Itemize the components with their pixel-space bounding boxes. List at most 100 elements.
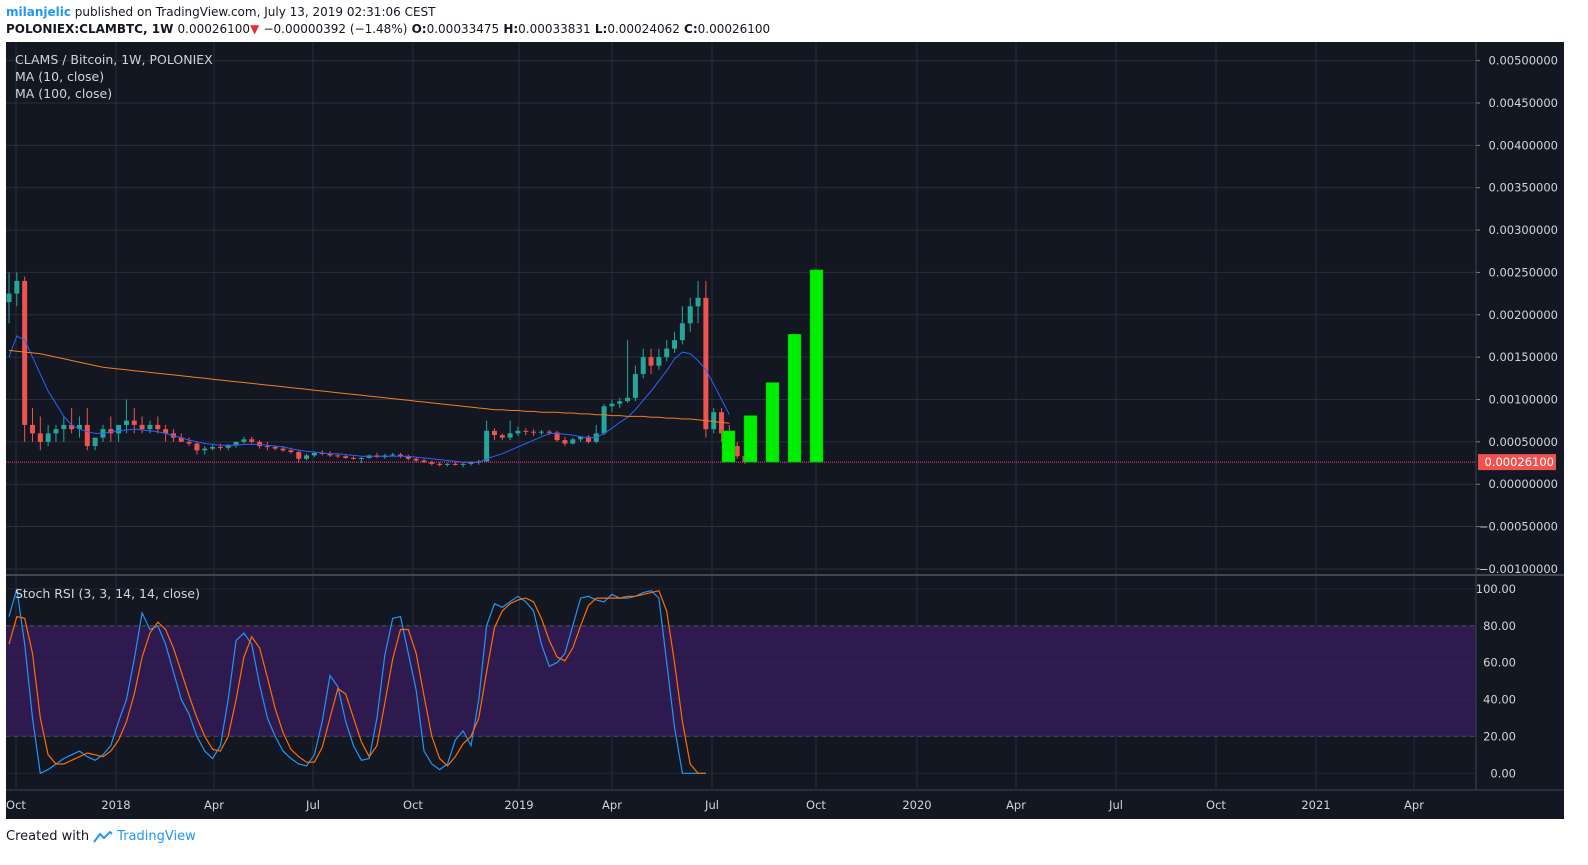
- candle-body: [390, 454, 396, 456]
- candle-body: [343, 456, 349, 458]
- x-axis-label: Apr: [1404, 798, 1424, 812]
- candle-body: [69, 424, 75, 430]
- stoch-y-label: 40.00: [1483, 693, 1516, 707]
- candle-body: [460, 463, 466, 465]
- candle-body: [155, 424, 161, 430]
- low-label: L:: [594, 22, 608, 36]
- candle-body: [507, 433, 513, 438]
- candle-body: [429, 462, 435, 464]
- down-arrow-icon: ▼: [250, 22, 260, 36]
- candle-body: [554, 432, 560, 441]
- stoch-k-line: [8, 588, 706, 775]
- x-axis-label: Apr: [1006, 798, 1026, 812]
- candle-body: [194, 443, 200, 451]
- stoch-legend[interactable]: Stoch RSI (3, 3, 14, 14, close): [15, 586, 200, 601]
- last-price-tag: [1478, 454, 1556, 471]
- candle-body: [45, 433, 51, 442]
- low-value: 0.00024062: [607, 22, 680, 36]
- candle-body: [123, 420, 129, 425]
- candle-body: [272, 446, 278, 449]
- projection-bar: [743, 415, 758, 463]
- candle-body: [311, 452, 317, 456]
- candle-body: [358, 457, 364, 459]
- candle-body: [280, 448, 286, 451]
- y-axis-label: 0.00200000: [1488, 308, 1558, 322]
- y-axis-label: 0.00050000: [1488, 435, 1558, 449]
- x-axis-label: Oct: [403, 798, 423, 812]
- close-label: C:: [684, 22, 698, 36]
- candle-body: [225, 445, 231, 448]
- candle-body: [147, 424, 153, 430]
- candle-body: [523, 430, 529, 432]
- candle-body: [664, 348, 670, 358]
- x-axis-label: Jul: [704, 798, 719, 812]
- candle-body: [413, 458, 419, 461]
- candle-body: [202, 448, 208, 451]
- candle-body: [703, 297, 709, 430]
- projection-bar: [787, 334, 802, 463]
- chart-container[interactable]: 0.00500000 0.00450000 0.00400000 0.00350000…: [6, 42, 1564, 819]
- candle-body: [76, 424, 82, 430]
- tradingview-link[interactable]: TradingView: [117, 829, 196, 844]
- candle-body: [304, 455, 310, 459]
- candle-body: [452, 463, 458, 465]
- candle-body: [679, 323, 685, 341]
- candle-body: [421, 460, 427, 463]
- ma100-legend[interactable]: MA (100, close): [15, 86, 113, 101]
- stoch-d-line: [8, 589, 706, 774]
- x-axis-label: 2021: [1301, 798, 1330, 812]
- candle-body: [288, 450, 294, 453]
- published-text: published on TradingView.com, July 13, 2…: [74, 5, 436, 19]
- ma10-legend[interactable]: MA (10, close): [15, 69, 105, 84]
- candle-body: [585, 436, 591, 442]
- candle-body: [92, 437, 98, 447]
- symbol-legend: CLAMS / Bitcoin, 1W, POLONIEX: [15, 52, 213, 67]
- candle-body: [648, 357, 654, 366]
- created-with-text: Created with: [6, 829, 90, 844]
- candle-body: [640, 357, 646, 375]
- candle-body: [632, 374, 638, 398]
- candle-body: [687, 306, 693, 324]
- y-axis-label: 0.00100000: [1488, 392, 1558, 406]
- candle-body: [14, 280, 20, 294]
- publish-info: milanjelic published on TradingView.com,…: [6, 5, 435, 19]
- candle-body: [499, 435, 505, 438]
- last-price-tag-label: 0.00026100: [1484, 455, 1554, 469]
- projection-bar: [765, 382, 780, 463]
- candle-body: [711, 412, 717, 430]
- candle-body: [131, 420, 137, 425]
- candle-body: [327, 453, 333, 456]
- candle-body: [163, 429, 169, 434]
- chart-canvas[interactable]: 0.00500000 0.00450000 0.00400000 0.00350000…: [6, 42, 1564, 819]
- candle-body: [491, 430, 497, 436]
- candle-body: [538, 431, 544, 433]
- candle-body: [570, 439, 576, 444]
- y-axis-label: 0.00450000: [1488, 96, 1558, 110]
- candle-body: [351, 457, 357, 459]
- candle-body: [139, 424, 145, 430]
- candle-body: [617, 401, 623, 404]
- candle-body: [398, 454, 403, 457]
- candle-body: [53, 429, 59, 434]
- candle-body: [437, 463, 443, 465]
- candle-body: [734, 446, 740, 457]
- y-axis-label: −0.00100000: [1479, 562, 1558, 576]
- last-price: 0.00026100: [177, 22, 251, 36]
- y-axis-label: −0.00050000: [1479, 520, 1558, 534]
- candle-body: [264, 446, 270, 448]
- candle-body: [249, 439, 255, 442]
- candle-body: [625, 397, 631, 402]
- candle-body: [84, 424, 90, 447]
- candle-body: [531, 431, 537, 433]
- candle-body: [609, 403, 615, 407]
- candle-body: [515, 430, 521, 434]
- candle-body: [217, 446, 223, 448]
- symbol-label: POLONIEX:CLAMBTC, 1W: [6, 22, 174, 36]
- candle-body: [296, 452, 302, 459]
- author-link[interactable]: milanjelic: [6, 5, 71, 19]
- candle-body: [546, 431, 552, 433]
- stoch-y-label: 80.00: [1483, 619, 1516, 633]
- x-axis-label: 2018: [101, 798, 130, 812]
- x-axis-label: 2020: [902, 798, 931, 812]
- high-value: 0.00033831: [518, 22, 591, 36]
